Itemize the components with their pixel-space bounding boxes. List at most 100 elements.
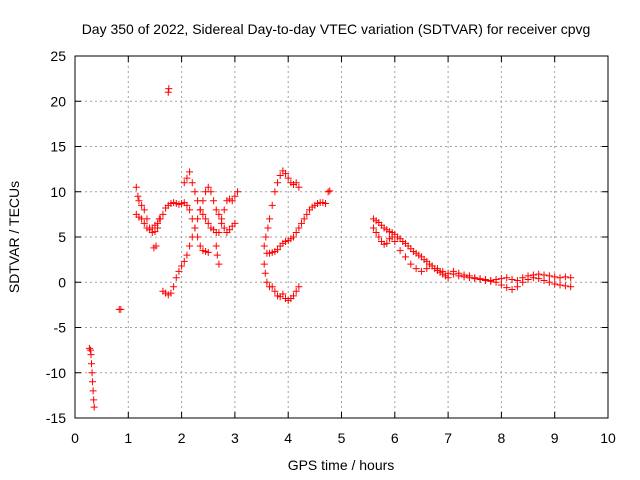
data-point [508,285,516,293]
data-point [295,183,303,191]
series-group [260,167,303,250]
data-point [183,201,191,209]
chart-title: Day 350 of 2022, Sidereal Day-to-day VTE… [82,21,591,37]
data-point [138,201,146,209]
data-point [497,275,505,283]
x-tick-label: 8 [498,430,506,446]
x-axis-title: GPS time / hours [288,457,395,473]
data-point [369,224,377,232]
data-point [134,192,142,200]
x-tick-label: 6 [391,430,399,446]
data-point [290,233,298,241]
data-point [234,188,242,196]
data-point [556,281,564,289]
data-point [295,224,303,232]
data-point [188,179,196,187]
data-point [191,188,199,196]
data-point [449,267,457,275]
data-point [326,187,334,195]
data-point [220,206,228,214]
data-point [439,267,447,275]
data-point [298,219,306,227]
data-point [268,201,276,209]
data-point [156,215,164,223]
x-tick-label: 4 [284,430,292,446]
data-point [292,179,300,187]
series-group [132,183,212,256]
data-point [271,188,279,196]
x-tick-label: 2 [178,430,186,446]
data-point [170,283,178,291]
data-point [183,251,191,259]
data-point [215,228,223,236]
data-point [194,197,202,205]
data-point [132,183,140,191]
y-tick-label: 15 [50,139,66,155]
data-point [407,260,415,268]
data-point [567,283,575,291]
y-tick-label: -15 [46,410,66,426]
data-point [513,276,521,284]
data-point [186,168,194,176]
data-point [282,170,290,178]
data-point [276,171,284,179]
data-point [231,192,239,200]
data-point [154,219,162,227]
data-point [540,271,548,279]
data-point [513,283,521,291]
data-point [322,200,330,208]
data-point [260,260,268,268]
data-point [388,233,396,241]
data-point [508,276,516,284]
data-point [178,262,186,270]
data-point [556,274,564,282]
y-tick-label: -10 [46,365,66,381]
grid [75,56,608,418]
x-tick-label: 7 [444,430,452,446]
data-point [263,278,271,286]
data-point [271,287,279,295]
data-point [164,88,172,96]
data-point [140,206,148,214]
data-point [465,272,473,280]
data-point [138,215,146,223]
data-point [86,346,94,354]
data-point [300,215,308,223]
data-point [455,269,463,277]
data-point [212,206,220,214]
data-point [375,233,383,241]
x-tick-label: 1 [124,430,132,446]
series-group [369,215,575,293]
x-tick-label: 3 [231,430,239,446]
data-point [471,274,479,282]
data-point [492,276,500,284]
data-point [199,210,207,218]
data-point [204,183,212,191]
y-axis-title: SDTVAR / TECUs [6,181,22,293]
data-point [324,188,332,196]
data-point [423,265,431,273]
x-tick-label: 5 [338,430,346,446]
data-point [303,210,311,218]
data-point [503,284,511,292]
data-point [391,238,399,246]
data-point [295,283,303,291]
data-point [274,179,282,187]
data-point [519,274,527,282]
data-point [194,215,202,223]
data-point [90,403,98,411]
data-point [226,226,234,234]
data-point [218,219,226,227]
data-point [85,344,93,352]
data-point [183,174,191,182]
data-point [535,270,543,278]
data-point [481,276,489,284]
y-tick-label: 10 [50,184,66,200]
y-tick-label: -5 [54,320,67,336]
data-point [215,210,223,218]
data-point [188,233,196,241]
data-point [202,215,210,223]
data-point [545,272,553,280]
y-tick-label: 25 [50,48,66,64]
